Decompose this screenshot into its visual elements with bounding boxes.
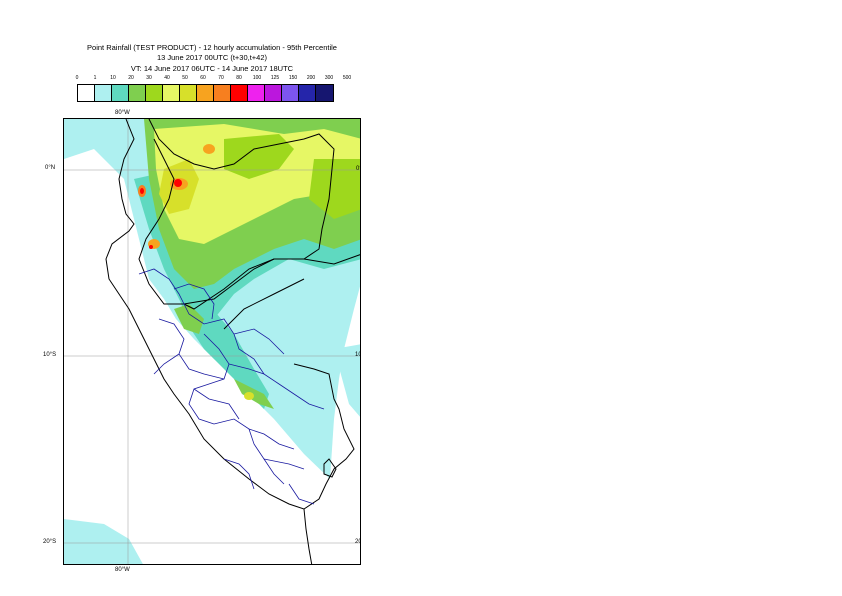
scale-swatch [248,85,265,101]
scale-label: 60 [200,75,206,81]
scale-label: 20 [128,75,134,81]
scale-label: 40 [164,75,170,81]
scale-swatch [78,85,95,101]
scale-swatch [214,85,231,101]
scale-swatch [197,85,214,101]
scale-label: 80 [236,75,242,81]
lon-label-bottom: 80°W [115,567,130,573]
scale-label: 200 [306,75,316,81]
scale-label: 300 [324,75,334,81]
region-borders [138,268,325,505]
map-valid-time: VT: 14 June 2017 06UTC - 14 June 2017 18… [130,64,294,73]
color-scale-labels: 0 1 10 20 30 40 50 60 70 80 100 125 150 200 300 500 [70,75,360,84]
scale-swatch [265,85,282,101]
country-borders [105,119,360,564]
lon-label-top: 80°W [115,110,130,116]
scale-label: 1 [93,75,97,81]
scale-swatch [180,85,197,101]
map-run-time: 13 June 2017 00UTC (t+30,t+42) [156,53,268,62]
rainfall-map: 0°N 10°S 20°S [63,118,361,565]
scale-label: 0 [75,75,79,81]
map-canvas [64,119,360,564]
scale-swatch [299,85,316,101]
scale-label: 10 [110,75,116,81]
scale-label: 500 [342,75,352,81]
map-title: Point Rainfall (TEST PRODUCT) - 12 hourl… [87,43,337,52]
scale-label: 30 [146,75,152,81]
scale-swatch [95,85,112,101]
scale-label: 150 [288,75,298,81]
scale-label: 70 [218,75,224,81]
lat-label-left-10s: 10°S [43,352,57,358]
lat-label-right-10s: 10°S [355,352,360,358]
scale-swatch [112,85,129,101]
scale-label: 50 [182,75,188,81]
scale-swatch [282,85,299,101]
scale-swatch [231,85,248,101]
lat-label-right-0: 0°N [356,166,360,172]
lat-label-right-20s: 20°S [355,539,360,545]
scale-label: 100 [252,75,262,81]
scale-swatch [146,85,163,101]
color-scale-legend [77,84,334,102]
scale-swatch [163,85,180,101]
scale-label: 125 [270,75,280,81]
lat-label-left-0: 0°N [45,165,56,171]
map-graticule [64,119,360,564]
lat-label-left-20s: 20°S [43,539,57,545]
scale-swatch [129,85,146,101]
scale-swatch [316,85,333,101]
